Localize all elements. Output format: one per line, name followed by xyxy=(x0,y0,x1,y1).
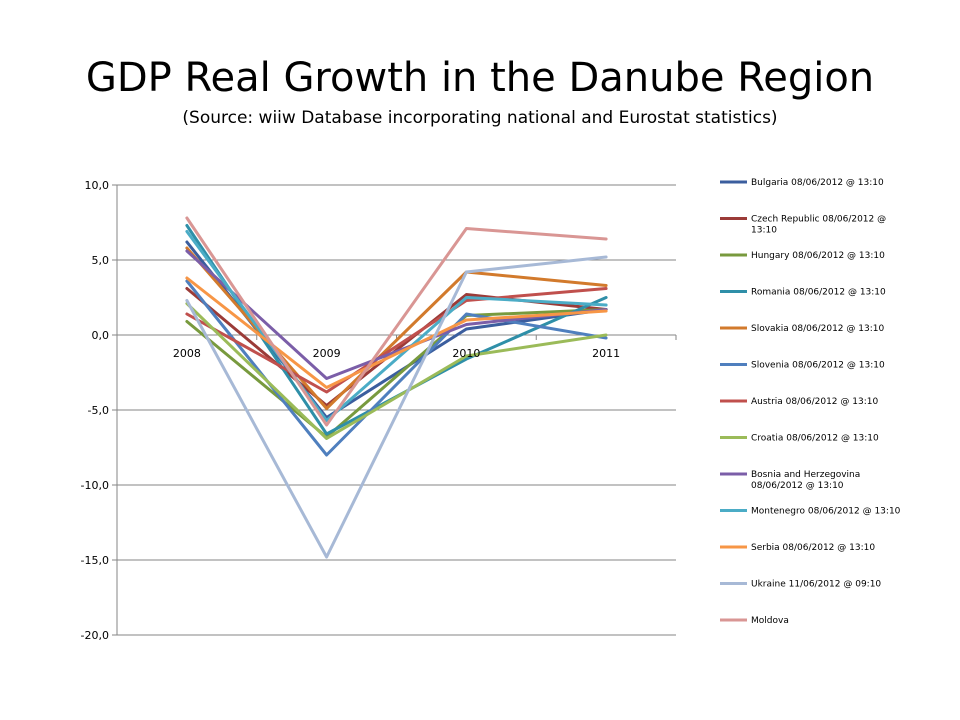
y-tick-label: -20,0 xyxy=(81,629,109,642)
legend-label: Bosnia and Herzegovina 08/06/2012 @ 13:10 xyxy=(751,470,860,491)
slide-title: GDP Real Growth in the Danube Region xyxy=(85,55,875,101)
series-line xyxy=(185,255,608,559)
legend-label: Hungary 08/06/2012 @ 13:10 xyxy=(751,251,885,261)
legend-label: Austria 08/06/2012 @ 13:10 xyxy=(751,397,878,407)
legend-label: Croatia 08/06/2012 @ 13:10 xyxy=(751,434,879,444)
y-tick-label: 0,0 xyxy=(92,329,110,342)
legend-label: Slovenia 08/06/2012 @ 13:10 xyxy=(751,361,885,371)
series-lines xyxy=(185,216,608,559)
x-tick-label: 2009 xyxy=(313,347,341,360)
x-tick-label: 2008 xyxy=(173,347,201,360)
series-line xyxy=(185,287,608,394)
series-line xyxy=(185,308,608,439)
legend-label: Slovakia 08/06/2012 @ 13:10 xyxy=(751,324,884,334)
y-tick-label: 5,0 xyxy=(92,254,110,267)
slide-subtitle: (Source: wiiw Database incorporating nat… xyxy=(182,108,778,128)
legend-label: Bulgaria 08/06/2012 @ 13:10 xyxy=(751,178,884,188)
x-tick-label: 2011 xyxy=(592,347,620,360)
y-tick-label: -5,0 xyxy=(88,404,109,417)
legend-label: Romania 08/06/2012 @ 13:10 xyxy=(751,288,886,298)
legend-label: Czech Republic 08/06/2012 @13:10 xyxy=(751,215,886,236)
series-line xyxy=(185,302,608,440)
x-tick-label: 2010 xyxy=(452,347,480,360)
y-tick-label: -15,0 xyxy=(81,554,109,567)
y-tick-label: 10,0 xyxy=(85,179,110,192)
series-line xyxy=(185,216,608,427)
series-line xyxy=(185,230,608,422)
series-line xyxy=(185,276,608,389)
y-tick-label: -10,0 xyxy=(81,479,109,492)
legend-label: Ukraine 11/06/2012 @ 09:10 xyxy=(751,580,881,590)
legend-label: Moldova xyxy=(751,616,789,626)
legend: Bulgaria 08/06/2012 @ 13:10 Czech Republi… xyxy=(720,178,901,626)
series-line xyxy=(185,279,608,457)
x-axis-tick-labels: 2008 2009 2010 2011 xyxy=(173,347,620,360)
y-axis-ticks: 10,0 5,0 0,0 -5,0 -10,0 -15,0 -20,0 xyxy=(81,179,117,642)
legend-label: Serbia 08/06/2012 @ 13:10 xyxy=(751,543,875,553)
legend-label: Montenegro 08/06/2012 @ 13:10 xyxy=(751,507,901,517)
